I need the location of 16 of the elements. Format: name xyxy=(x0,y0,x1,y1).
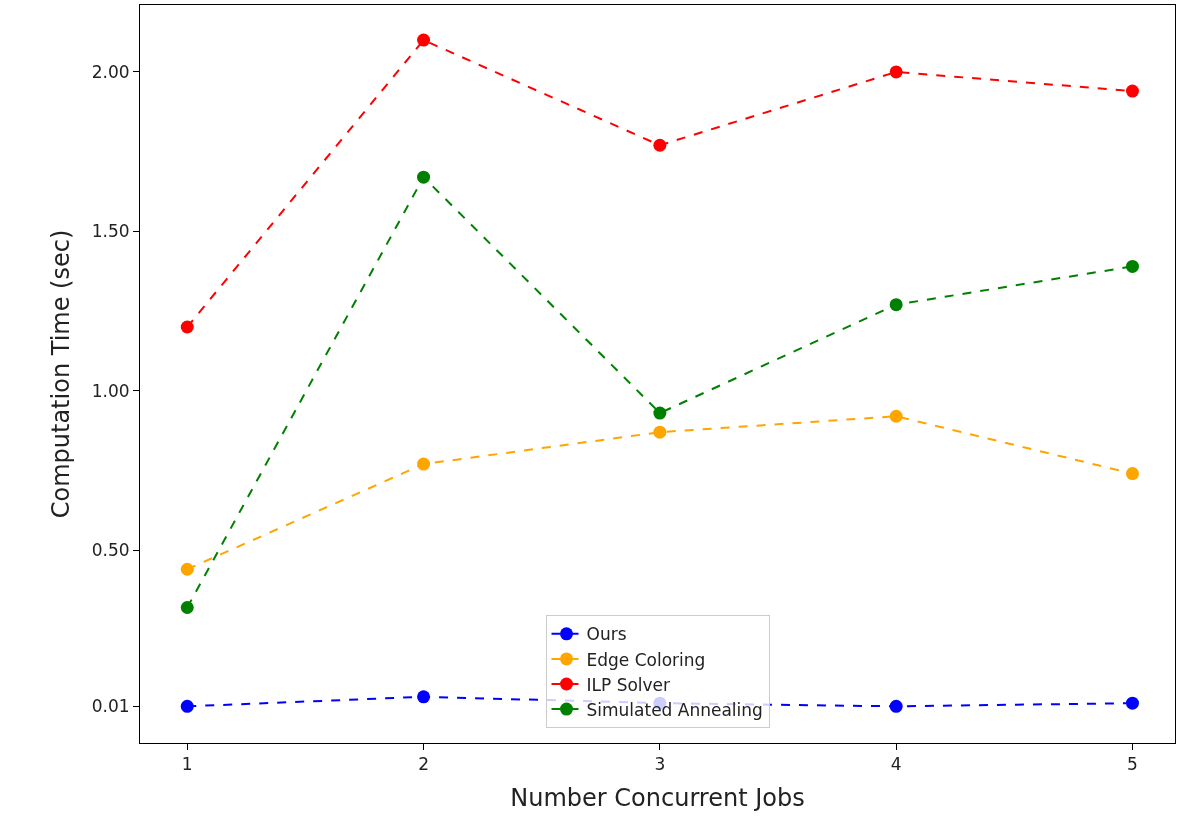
x-tick-label: 2 xyxy=(418,754,429,775)
y-tick-label: 0.50 xyxy=(91,540,130,561)
y-tick-label: 1.50 xyxy=(91,221,130,242)
x-tick-label: 5 xyxy=(1127,754,1138,775)
legend-label: Edge Coloring xyxy=(586,649,706,670)
legend-label: ILP Solver xyxy=(586,674,671,695)
x-tick-label: 3 xyxy=(654,754,666,775)
y-tick-label: 1.00 xyxy=(91,380,130,401)
x-tick-label: 4 xyxy=(890,754,902,775)
y-tick-label: 2.00 xyxy=(91,61,130,82)
x-axis-title: Number Concurrent Jobs xyxy=(510,783,805,812)
legend-label: Simulated Annealing xyxy=(586,699,763,720)
y-tick-label: 0.01 xyxy=(91,696,130,717)
x-tick-label: 1 xyxy=(181,754,193,775)
legend-label: Ours xyxy=(586,624,627,645)
y-axis-title: Computation Time (sec) xyxy=(46,229,75,519)
